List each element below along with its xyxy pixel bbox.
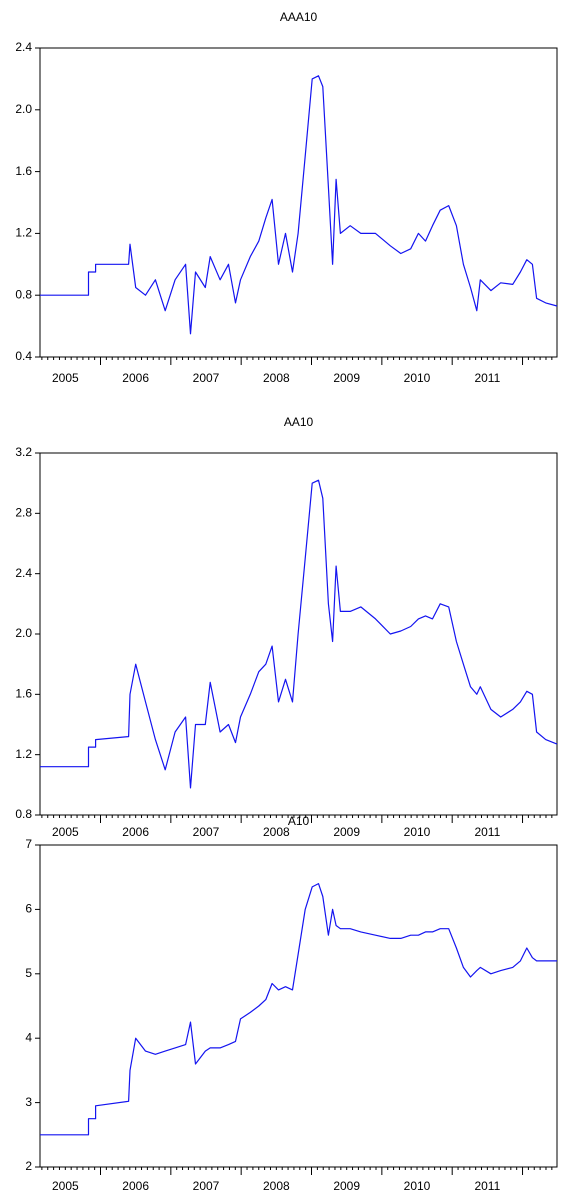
y-tick-label: 7 bbox=[25, 837, 32, 851]
y-tick-label: 0.8 bbox=[15, 287, 32, 301]
y-tick-label: 3 bbox=[25, 1095, 32, 1109]
y-tick-label: 2 bbox=[25, 1159, 32, 1173]
x-tick-label: 2008 bbox=[263, 371, 290, 385]
data-line bbox=[40, 75, 558, 335]
x-tick-label: 2011 bbox=[474, 1179, 500, 1193]
y-tick-label: 0.8 bbox=[15, 807, 32, 821]
data-line bbox=[40, 479, 558, 789]
y-tick-label: 2.4 bbox=[15, 40, 32, 54]
x-tick-label: 2006 bbox=[122, 1179, 149, 1193]
y-tick-label: 5 bbox=[25, 966, 32, 980]
y-tick-label: 2.4 bbox=[15, 566, 32, 580]
y-tick-label: 1.6 bbox=[15, 687, 32, 701]
x-tick-label: 2006 bbox=[122, 371, 149, 385]
y-tick-label: 1.2 bbox=[15, 747, 32, 761]
y-tick-label: 6 bbox=[25, 902, 32, 916]
plot-frame bbox=[39, 47, 558, 358]
y-tick-label: 1.2 bbox=[15, 226, 32, 240]
y-tick-label: 2.0 bbox=[15, 626, 32, 640]
x-tick-label: 2005 bbox=[52, 1179, 79, 1193]
x-tick-label: 2005 bbox=[52, 825, 79, 839]
x-tick-label: 2008 bbox=[263, 825, 290, 839]
y-tick-label: 3.2 bbox=[15, 445, 32, 459]
y-tick-label: 4 bbox=[25, 1030, 32, 1044]
x-tick-label: 2006 bbox=[122, 825, 149, 839]
x-tick-label: 2011 bbox=[474, 371, 500, 385]
x-tick-label: 2009 bbox=[333, 371, 360, 385]
x-tick-label: 2009 bbox=[333, 825, 360, 839]
x-tick-label: 2007 bbox=[193, 371, 220, 385]
x-tick-label: 2007 bbox=[193, 825, 220, 839]
x-tick-label: 2010 bbox=[404, 1179, 431, 1193]
x-tick-label: 2009 bbox=[333, 1179, 360, 1193]
x-tick-label: 2011 bbox=[474, 825, 500, 839]
x-tick-label: 2010 bbox=[404, 825, 431, 839]
plot-frame bbox=[39, 844, 558, 1168]
y-tick-label: 0.4 bbox=[15, 349, 32, 363]
chart-title: A10 bbox=[288, 814, 310, 828]
data-line bbox=[40, 883, 557, 1136]
chart-title: AAA10 bbox=[280, 10, 318, 24]
x-tick-label: 2005 bbox=[52, 371, 79, 385]
x-tick-label: 2010 bbox=[404, 371, 431, 385]
chart-title: AA10 bbox=[284, 415, 314, 429]
y-tick-label: 2.0 bbox=[15, 102, 32, 116]
y-tick-label: 2.8 bbox=[15, 506, 32, 520]
x-tick-label: 2008 bbox=[263, 1179, 290, 1193]
y-tick-label: 1.6 bbox=[15, 164, 32, 178]
x-tick-label: 2007 bbox=[193, 1179, 220, 1193]
